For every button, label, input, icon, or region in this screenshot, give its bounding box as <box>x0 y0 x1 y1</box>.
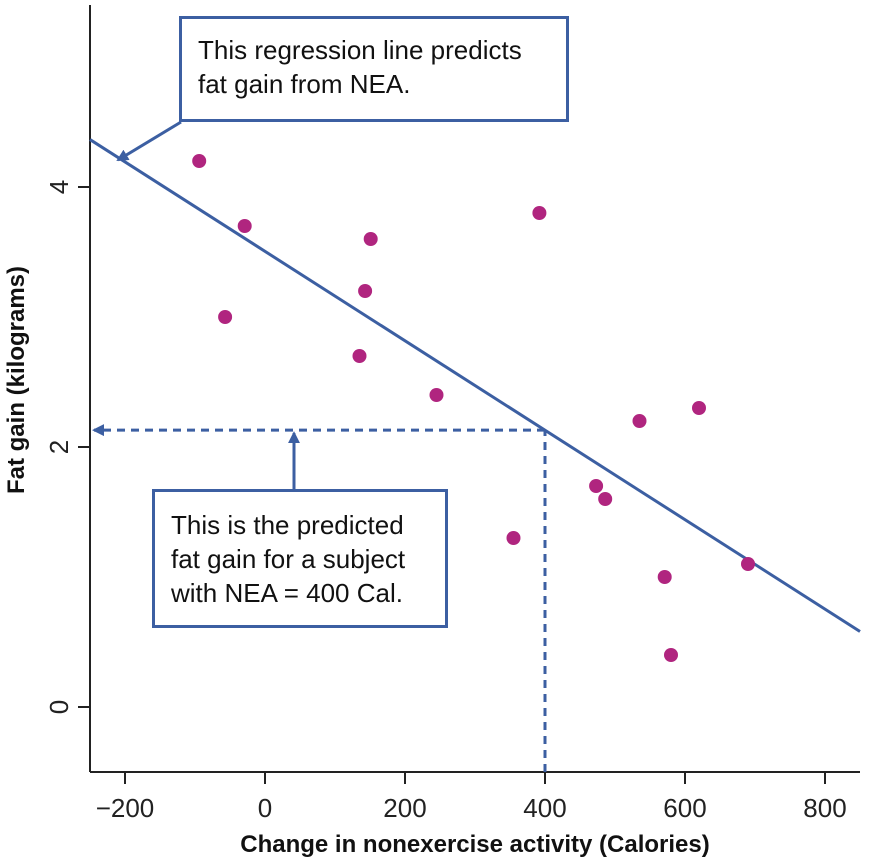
data-point <box>598 492 613 506</box>
x-tick-label: −200 <box>96 793 155 823</box>
data-point <box>363 232 378 246</box>
callout-text-line: fat gain from NEA. <box>198 69 411 99</box>
y-tick-label: 0 <box>44 700 74 714</box>
x-axis-title: Change in nonexercise activity (Calories… <box>240 831 710 858</box>
data-point <box>192 154 207 168</box>
regression-line <box>89 138 861 633</box>
data-point <box>692 401 706 415</box>
callout-pointer-arrow <box>116 120 182 162</box>
data-point <box>429 388 444 402</box>
data-points <box>192 154 755 662</box>
data-point <box>218 310 233 324</box>
callout-text-line: fat gain for a subject <box>171 544 406 574</box>
x-tick-label: 0 <box>258 793 272 823</box>
x-tick-label: 600 <box>663 793 706 823</box>
y-tick-label: 2 <box>44 440 74 454</box>
x-tick-label: 200 <box>383 793 426 823</box>
axes: −200 0 200 400 600 800 0 2 4 <box>44 5 860 823</box>
data-point <box>237 219 252 233</box>
callout-text-line: This regression line predicts <box>198 35 522 65</box>
regression-line-callout: This regression line predicts fat gain f… <box>179 16 569 122</box>
y-tick-label: 4 <box>44 180 74 194</box>
x-tick-label: 400 <box>523 793 566 823</box>
annotation-arrows <box>92 120 547 772</box>
x-tick-label: 800 <box>803 793 846 823</box>
y-axis-title: Fat gain (kilograms) <box>3 266 30 494</box>
data-point <box>741 557 755 571</box>
callout-text-line: This is the predicted <box>171 510 404 540</box>
data-point <box>358 284 373 298</box>
data-point <box>657 570 672 584</box>
data-point <box>352 349 367 363</box>
callout-text-line: with NEA = 400 Cal. <box>171 578 403 608</box>
prediction-callout: This is the predicted fat gain for a sub… <box>152 489 448 628</box>
data-point <box>532 206 547 220</box>
data-point <box>632 414 647 428</box>
data-point <box>506 531 521 545</box>
regression-layer <box>89 138 861 633</box>
data-point <box>589 479 604 493</box>
data-point <box>664 648 678 662</box>
